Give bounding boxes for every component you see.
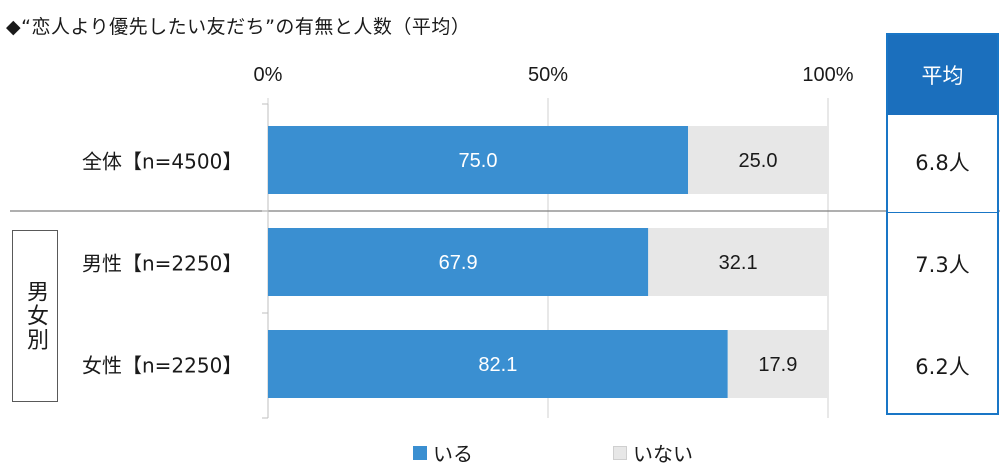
average-value-total: 6.8人 (915, 151, 970, 175)
legend-item-no: いない (613, 438, 693, 467)
bar-0-0 (268, 126, 688, 194)
chart-title: ◆“恋人より優先したい友だち”の有無と人数（平均） (6, 16, 471, 38)
data-label-0-1: 25.0 (739, 150, 778, 172)
data-label-1-0: 67.9 (439, 252, 478, 274)
category-label-male: 男性【n=2250】 (82, 251, 243, 276)
gender-group-text: 男女別 (23, 280, 48, 352)
legend: いる いない (0, 438, 1000, 466)
gender-group-label: 男女別 (12, 230, 58, 402)
data-label-2-1: 17.9 (758, 354, 797, 376)
data-label-2-0: 82.1 (478, 354, 517, 376)
category-label-female: 女性【n=2250】 (82, 353, 243, 378)
tick-label-100: 100% (802, 64, 854, 86)
data-label-1-1: 32.1 (719, 252, 758, 274)
average-value-female: 6.2人 (915, 355, 970, 379)
bar-0-1 (688, 126, 828, 194)
category-label-total: 全体【n=4500】 (82, 149, 243, 174)
bar-1-0 (268, 228, 649, 296)
average-value-male: 7.3人 (915, 253, 970, 277)
legend-item-yes: いる (413, 438, 473, 467)
average-panel: 平均 6.8人 7.3人 6.2人 (886, 33, 999, 415)
legend-swatch-yes (413, 445, 427, 460)
bar-1-1 (648, 228, 828, 296)
tick-label-0: 0% (253, 64, 283, 86)
tick-label-50: 50% (527, 64, 569, 86)
legend-swatch-no (613, 445, 627, 460)
average-header: 平均 (888, 35, 997, 115)
bar-2-1 (727, 330, 828, 398)
bar-2-0 (268, 330, 728, 398)
legend-label-yes: いる (433, 442, 473, 466)
legend-label-no: いない (633, 442, 693, 466)
data-label-0-0: 75.0 (459, 150, 498, 172)
average-separator (888, 212, 997, 213)
